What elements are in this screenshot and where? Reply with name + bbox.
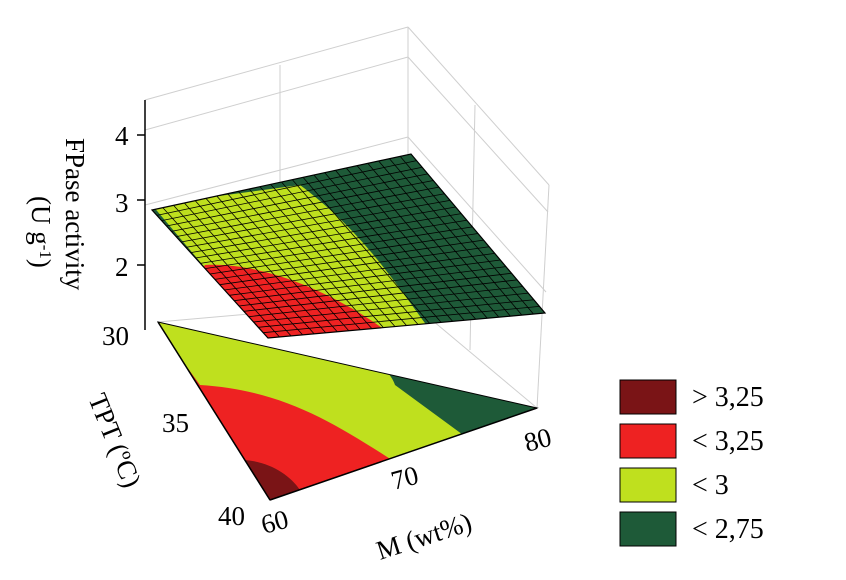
legend-swatch-1: [619, 379, 677, 415]
response-surface: [150, 153, 547, 339]
surface-lt3: [152, 185, 430, 338]
z-tick-3: 3: [115, 188, 129, 218]
x-tick-60: 60: [258, 504, 292, 540]
legend-swatch-2: [619, 423, 677, 459]
mesh-line: [399, 156, 534, 315]
y-axis-title: TPT (ºC): [82, 389, 147, 492]
x-tick-70: 70: [388, 460, 422, 496]
mesh-line: [263, 305, 540, 334]
mesh-line: [378, 160, 511, 317]
z-tick-4: 4: [115, 121, 129, 151]
z-tick-2: 2: [115, 252, 129, 282]
contour-gt325: [240, 456, 300, 500]
y-tick-30: 30: [102, 321, 129, 351]
z-axis-title-line1: FPase activity: [60, 138, 90, 291]
mesh-line: [389, 158, 523, 316]
legend-swatch-4: [619, 511, 677, 547]
legend-label-1: > 3,25: [692, 382, 764, 413]
legend-label-4: < 2,75: [692, 514, 764, 545]
axes: [137, 100, 538, 501]
mesh-line: [248, 286, 523, 318]
mesh-line: [253, 292, 529, 323]
legend: > 3,25 < 3,25 < 3 < 2,75: [619, 379, 764, 547]
legend-label-3: < 3: [692, 470, 729, 501]
legend-swatch-3: [619, 467, 677, 503]
z-axis-title-line2: (U g-1): [26, 196, 56, 268]
legend-label-2: < 3,25: [692, 426, 764, 457]
mesh-line: [258, 299, 534, 328]
x-tick-80: 80: [521, 422, 555, 458]
y-tick-35: 35: [162, 408, 189, 438]
x-axis-title: M (wt%): [373, 507, 476, 566]
contour-lt325: [160, 330, 395, 500]
y-tick-40: 40: [218, 501, 245, 531]
